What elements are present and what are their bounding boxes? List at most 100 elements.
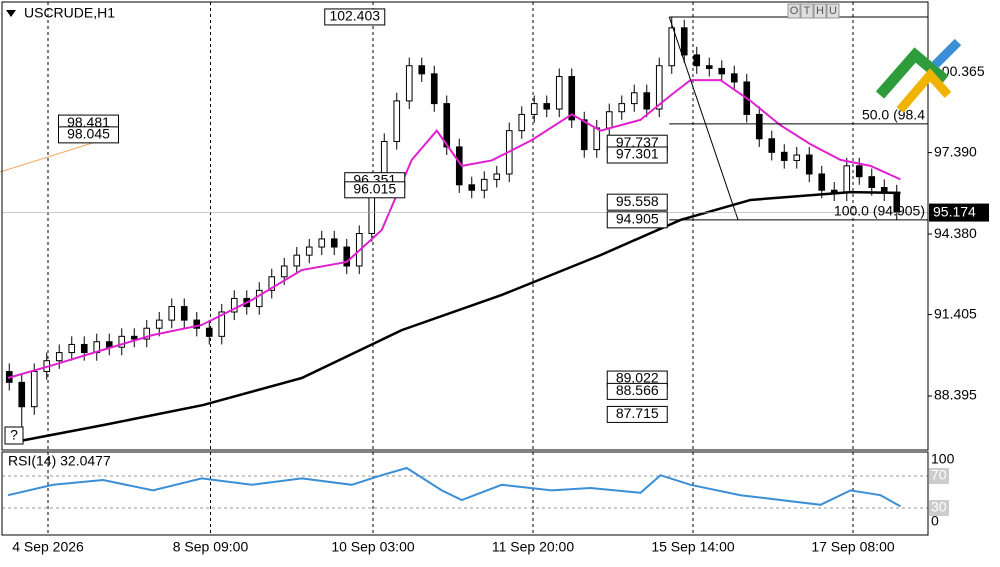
symbol-title: USCRUDE,H1 bbox=[24, 5, 115, 21]
candle-body bbox=[218, 311, 226, 337]
toolbar-button-label[interactable]: O bbox=[790, 5, 799, 17]
candle-body bbox=[568, 76, 576, 121]
candle-body bbox=[230, 297, 238, 313]
candle-body bbox=[180, 306, 188, 321]
level-label-box bbox=[606, 405, 668, 423]
candle-body bbox=[393, 100, 401, 143]
candle-body bbox=[605, 111, 613, 129]
rsi-level-box bbox=[929, 500, 949, 516]
level-label-box bbox=[606, 211, 668, 229]
level-label: 87.715 bbox=[616, 405, 659, 421]
x-tick-label: 15 Sep 14:00 bbox=[651, 539, 735, 555]
candle-body bbox=[255, 289, 263, 308]
toolbar-button-label[interactable]: H bbox=[816, 5, 824, 17]
level-label-box bbox=[606, 146, 668, 164]
fibo-diagonal bbox=[668, 16, 739, 221]
help-box[interactable] bbox=[4, 426, 24, 445]
candle-body bbox=[30, 371, 38, 408]
candle-body bbox=[855, 165, 863, 178]
toolbar-button-label[interactable]: U bbox=[829, 5, 837, 17]
candle-body bbox=[755, 113, 763, 140]
current-price-box bbox=[929, 203, 989, 222]
candle-body bbox=[480, 178, 488, 191]
candle-body bbox=[868, 176, 876, 189]
level-label: 96.015 bbox=[353, 181, 396, 197]
candle-body bbox=[405, 65, 413, 102]
rsi-level-box bbox=[929, 468, 949, 484]
logo-yellow bbox=[896, 68, 952, 113]
candle-body bbox=[668, 27, 676, 67]
candle-body bbox=[805, 154, 813, 175]
level-label: 98.045 bbox=[67, 126, 110, 142]
fibo-label: 50.0 (98.4 bbox=[862, 107, 925, 123]
candle-body bbox=[55, 352, 63, 362]
logo-blue bbox=[931, 38, 962, 69]
candle-body bbox=[205, 327, 213, 337]
candle-body bbox=[305, 246, 313, 256]
candle-body bbox=[168, 306, 176, 321]
rsi-tick-label: 30 bbox=[931, 499, 947, 515]
candle-body bbox=[80, 343, 88, 354]
candle-body bbox=[718, 67, 726, 75]
level-label: 95.558 bbox=[616, 193, 659, 209]
level-label-box bbox=[606, 382, 668, 400]
level-label-box bbox=[324, 8, 386, 26]
level-label-box bbox=[606, 193, 668, 211]
candle-body bbox=[293, 254, 301, 267]
level-label-box bbox=[344, 181, 406, 199]
menu-arrow[interactable] bbox=[6, 10, 16, 17]
fibo-label: 100.0 (94.905) bbox=[834, 203, 925, 219]
candle-body bbox=[143, 327, 151, 340]
help-text[interactable]: ? bbox=[10, 427, 18, 443]
level-label: 94.905 bbox=[616, 211, 659, 227]
candle-body bbox=[680, 27, 688, 56]
candle-body bbox=[68, 343, 76, 354]
candle-body bbox=[193, 319, 201, 329]
rsi-frame bbox=[1, 451, 929, 536]
candle-body bbox=[643, 92, 651, 110]
candle-body bbox=[443, 103, 451, 148]
rsi-line bbox=[7, 466, 901, 508]
x-tick-label: 11 Sep 20:00 bbox=[492, 539, 574, 555]
candle-body bbox=[555, 76, 563, 110]
rsi-tick-label: 0 bbox=[931, 513, 939, 529]
level-label: 89.022 bbox=[616, 370, 659, 386]
level-label: 102.403 bbox=[329, 8, 380, 24]
candle-body bbox=[655, 65, 663, 110]
candle-body bbox=[468, 184, 476, 191]
rsi-tick-label: 70 bbox=[931, 467, 947, 483]
toolbar-button[interactable] bbox=[787, 3, 801, 19]
x-tick-label: 8 Sep 09:00 bbox=[173, 539, 249, 555]
candle-body bbox=[105, 341, 113, 348]
candle-body bbox=[593, 127, 601, 151]
candle-body bbox=[693, 54, 701, 67]
level-label-box bbox=[58, 126, 119, 144]
candle-body bbox=[280, 265, 288, 278]
y-tick-label: 97.390 bbox=[934, 143, 977, 159]
level-label: 97.737 bbox=[616, 134, 659, 150]
rsi-title: RSI(14) 32.0477 bbox=[8, 453, 111, 469]
rsi-tick-label: 100 bbox=[931, 451, 955, 467]
toolbar-button[interactable] bbox=[813, 3, 827, 19]
candle-body bbox=[18, 381, 26, 408]
moving-average bbox=[7, 79, 901, 379]
current-price: 95.174 bbox=[933, 203, 976, 219]
candle-body bbox=[493, 173, 501, 180]
toolbar-button-label[interactable]: T bbox=[804, 5, 811, 17]
moving-average bbox=[7, 190, 901, 445]
x-tick-label: 17 Sep 08:00 bbox=[811, 539, 895, 555]
x-tick-label: 10 Sep 03:00 bbox=[331, 539, 415, 555]
level-label: 97.301 bbox=[616, 146, 659, 162]
toolbar-button[interactable] bbox=[800, 3, 814, 19]
candle-body bbox=[543, 103, 551, 110]
candle-body bbox=[630, 92, 638, 105]
toolbar-button[interactable] bbox=[826, 3, 840, 19]
candle-body bbox=[530, 103, 538, 115]
candle-body bbox=[843, 165, 851, 194]
candle-body bbox=[793, 154, 801, 161]
level-label: 88.566 bbox=[616, 382, 659, 398]
main-frame bbox=[1, 1, 929, 451]
level-label: 98.481 bbox=[67, 114, 110, 130]
candle-body bbox=[730, 73, 738, 83]
